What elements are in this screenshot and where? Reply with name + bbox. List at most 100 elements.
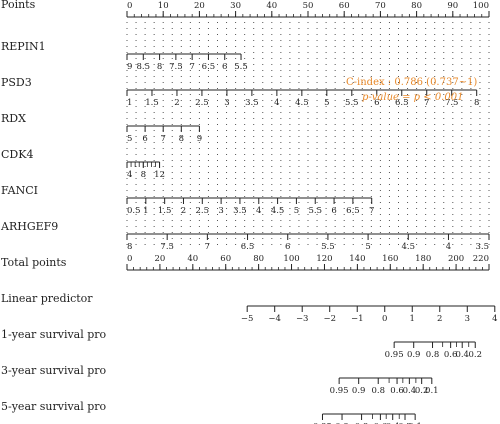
- tick-label: 2: [174, 98, 179, 108]
- row-label: 1-year survival pro: [1, 328, 107, 341]
- tick-label: 0.5: [127, 206, 141, 216]
- axis-row: FANCI 0.5 1 1.5 2 2.5 3 3.5 4 4.5 5 5.5 6 6.5 7: [1, 184, 374, 216]
- tick-label: 0: [127, 254, 132, 264]
- tick-label: 0.95: [330, 386, 349, 396]
- tick-label: 20: [154, 254, 165, 264]
- tick-label: 5: [127, 134, 132, 144]
- row-label: REPIN1: [1, 40, 46, 53]
- tick-label: 30: [230, 1, 241, 11]
- tick-label: 4: [446, 242, 451, 252]
- tick-label: 7.5: [169, 62, 183, 72]
- tick-label: 2: [437, 314, 442, 324]
- tick-label: 0.2: [415, 386, 429, 396]
- tick-label: 6: [142, 134, 147, 144]
- row-label: Total points: [1, 256, 67, 269]
- axis-row: Points 0 10 20 30 40 50 60 70 80 90 100: [1, 0, 490, 18]
- tick-label: −3: [296, 314, 309, 324]
- tick-label: 0.9: [352, 386, 366, 396]
- tick-label: 7: [369, 206, 374, 216]
- tick-label: 100: [473, 1, 489, 11]
- tick-label: 10: [158, 1, 169, 11]
- tick-label: 50: [303, 1, 314, 11]
- tick-label: 180: [415, 254, 431, 264]
- tick-label: 3: [465, 314, 470, 324]
- tick-label: 0: [382, 314, 387, 324]
- row-label: 5-year survival pro: [1, 400, 107, 413]
- tick-label: 4: [274, 98, 279, 108]
- tick-label: −1: [351, 314, 364, 324]
- tick-label: 2.5: [196, 206, 210, 216]
- tick-label: 9: [197, 134, 202, 144]
- row-label: 3-year survival pro: [1, 364, 107, 377]
- row-label: CDK4: [1, 148, 33, 161]
- tick-label: 5.5: [321, 242, 335, 252]
- axis-row: REPIN1 9 8.5 8 7.5 7 6.5 6 5.5: [1, 40, 248, 72]
- tick-label: 160: [382, 254, 398, 264]
- tick-label: 0.4: [386, 422, 400, 424]
- tick-label: 70: [375, 1, 386, 11]
- tick-label: 7.5: [445, 98, 459, 108]
- tick-label: 4: [256, 206, 261, 216]
- tick-label: −4: [268, 314, 281, 324]
- tick-label: 200: [448, 254, 464, 264]
- tick-label: 4: [127, 170, 132, 180]
- c-index-annotation: C-index : 0.786 (0.737~1): [346, 77, 477, 88]
- tick-label: 6.5: [346, 206, 360, 216]
- p-value-annotation: p-value = p < 0.001: [362, 92, 463, 103]
- tick-label: 6: [374, 98, 379, 108]
- tick-label: 0.1: [408, 422, 422, 424]
- tick-label: 3: [218, 206, 223, 216]
- tick-label: 20: [194, 1, 205, 11]
- tick-label: 7: [189, 62, 194, 72]
- tick-label: 0.6: [374, 422, 388, 424]
- row-label: Linear predictor: [1, 292, 93, 305]
- axis-row: 5-year survival pro 0.950.9 0.8 0.60.40.20.…: [1, 400, 422, 424]
- tick-label: 5.5: [234, 62, 248, 72]
- tick-label: 1: [127, 98, 132, 108]
- tick-label: 0.9: [407, 350, 421, 360]
- tick-label: 8.5: [137, 62, 151, 72]
- tick-label: 3.5: [233, 206, 247, 216]
- tick-label: 60: [220, 254, 231, 264]
- tick-label: 0.6: [390, 386, 404, 396]
- axis-row: Linear predictor −5 −4 −3 −2 −1 0 1 2 3 4: [1, 292, 498, 324]
- tick-label: 0.8: [355, 422, 369, 424]
- tick-label: 5: [324, 98, 329, 108]
- tick-label: 8: [474, 98, 479, 108]
- tick-label: 12: [154, 170, 165, 180]
- tick-label: 40: [266, 1, 277, 11]
- tick-label: 0.4: [403, 386, 417, 396]
- tick-label: 80: [253, 254, 264, 264]
- tick-label: 0.95: [385, 350, 404, 360]
- tick-label: 6: [222, 62, 227, 72]
- tick-label: 80: [411, 1, 422, 11]
- tick-label: 2.5: [195, 98, 209, 108]
- tick-label: 0.95: [313, 422, 332, 424]
- tick-label: 9: [127, 62, 132, 72]
- row-label: RDX: [1, 112, 26, 125]
- tick-label: 8: [127, 242, 132, 252]
- axis-row: 3-year survival pro 0.95 0.9 0.8 0.60.40.20.…: [1, 364, 439, 396]
- tick-label: 0.9: [335, 422, 349, 424]
- axis-row: ARHGEF9 8 7.5 7 6.5 6 5.5 5 4.5 4 3.5: [0, 220, 490, 252]
- tick-label: 1.5: [158, 206, 172, 216]
- tick-label: 1: [410, 314, 415, 324]
- tick-label: 6.5: [241, 242, 255, 252]
- tick-label: 3.5: [245, 98, 259, 108]
- tick-label: 8: [141, 170, 146, 180]
- tick-label: 6.5: [395, 98, 409, 108]
- tick-label: 8: [179, 134, 184, 144]
- tick-label: 0.6: [444, 350, 458, 360]
- tick-label: 6: [331, 206, 336, 216]
- tick-label: −5: [241, 314, 254, 324]
- tick-label: 3.5: [475, 242, 489, 252]
- tick-label: 40: [187, 254, 198, 264]
- tick-label: 2: [181, 206, 186, 216]
- row-label: PSD3: [1, 76, 32, 89]
- tick-label: 7.5: [160, 242, 174, 252]
- tick-label: 5: [294, 206, 299, 216]
- tick-label: 7: [205, 242, 210, 252]
- tick-label: 1.5: [145, 98, 159, 108]
